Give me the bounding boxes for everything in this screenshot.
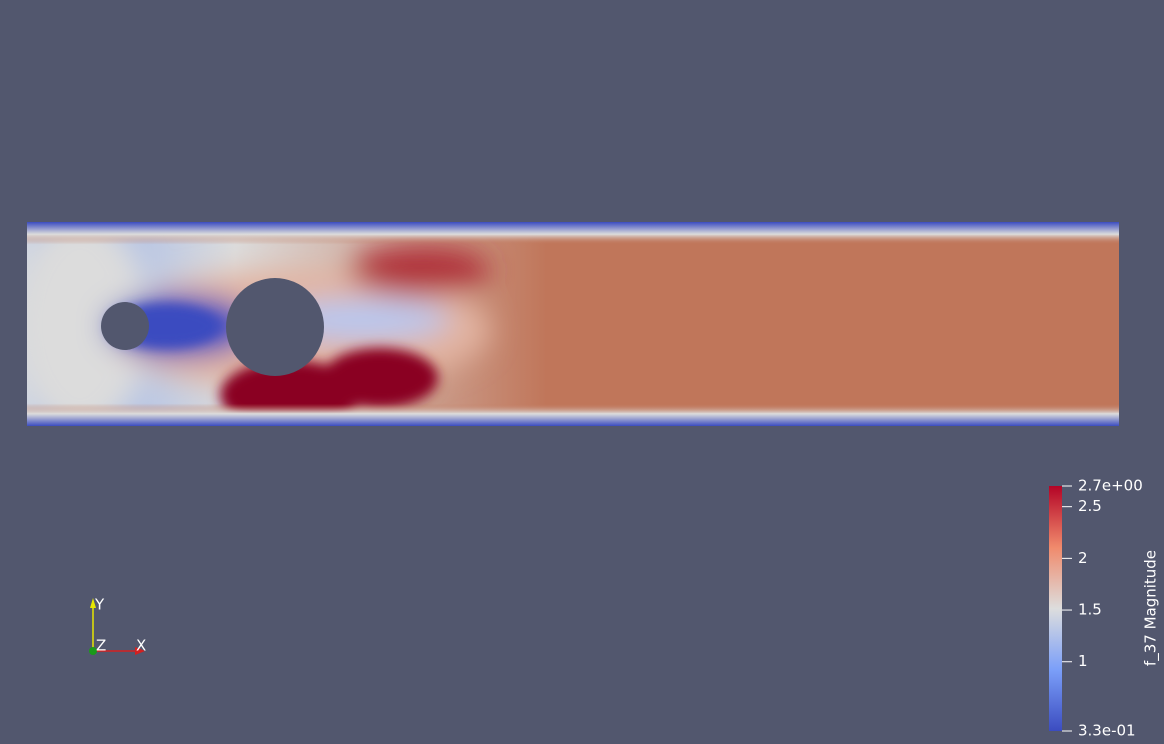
tick-label: 2.5 [1078, 497, 1102, 515]
tick-label: 1.5 [1078, 601, 1102, 619]
tick-label: 2 [1078, 549, 1088, 567]
tick-label: 2.7e+00 [1078, 477, 1143, 495]
flow-field [27, 222, 1119, 426]
tick-label: 1 [1078, 652, 1088, 670]
small-cylinder [101, 302, 149, 350]
axes-triad: Y Z X [89, 596, 146, 655]
axis-label: Z [96, 637, 106, 655]
tick-label: 3.3e-01 [1078, 722, 1136, 740]
large-cylinder [226, 278, 324, 376]
color-bar-title: f_37 Magnitude [1142, 550, 1161, 666]
axis-label: Y [94, 596, 105, 614]
axis-label: X [136, 637, 146, 655]
color-bar [1049, 486, 1062, 731]
